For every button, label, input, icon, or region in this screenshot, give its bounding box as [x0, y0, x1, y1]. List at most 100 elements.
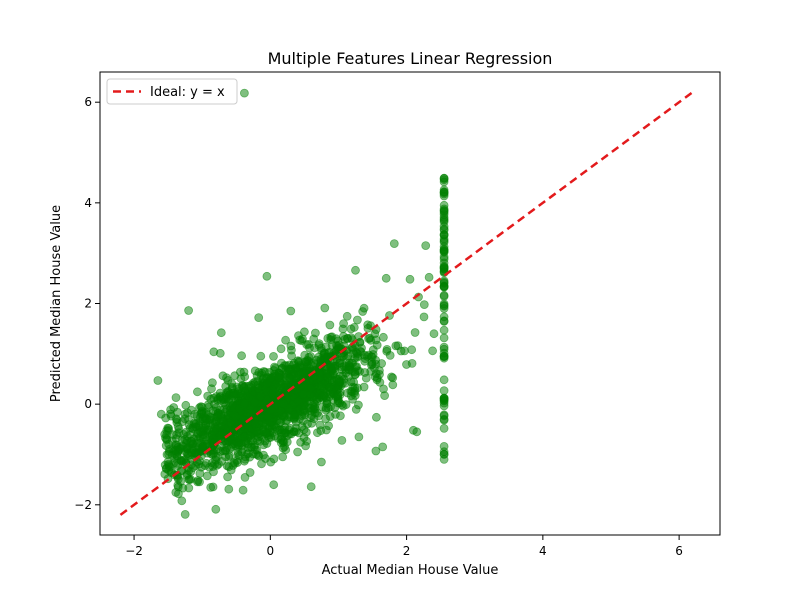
scatter-point	[299, 425, 309, 435]
scatter-point	[257, 459, 266, 469]
scatter-point	[371, 412, 381, 422]
scatter-point	[206, 449, 216, 459]
scatter-point	[186, 438, 195, 448]
scatter-point	[412, 427, 422, 437]
scatter-point	[323, 372, 332, 382]
scatter-point	[359, 382, 369, 392]
scatter-point	[227, 379, 237, 388]
scatter-point	[231, 412, 241, 422]
scatter-point	[171, 393, 181, 403]
scatter-point	[293, 396, 303, 406]
scatter-point	[259, 450, 268, 460]
scatter-point	[281, 445, 291, 455]
scatter-point	[177, 496, 187, 506]
scatter-point	[364, 334, 374, 344]
scatter-point	[182, 470, 192, 480]
scatter-point	[407, 345, 417, 355]
scatter-point	[429, 329, 439, 339]
scatter-point	[269, 480, 279, 490]
scatter-point	[291, 427, 301, 437]
scatter-point	[233, 450, 243, 460]
scatter-point	[216, 395, 226, 405]
scatter-point	[250, 398, 260, 408]
scatter-point	[286, 341, 296, 351]
y-axis: −2 0 2 4 6	[74, 95, 100, 512]
scatter-point	[378, 442, 388, 452]
x-tick-label: 4	[539, 544, 547, 558]
scatter-point	[238, 485, 248, 495]
scatter-point	[206, 482, 216, 492]
x-axis-label: Actual Median House Value	[322, 563, 499, 578]
scatter-point	[439, 173, 449, 183]
scatter-point	[305, 390, 315, 399]
scatter-point	[385, 350, 395, 360]
scatter-point	[405, 274, 415, 284]
scatter-point	[209, 347, 219, 357]
scatter-point	[304, 339, 313, 349]
scatter-point	[300, 408, 310, 418]
scatter-point	[276, 344, 286, 354]
scatter-point	[439, 386, 449, 396]
scatter-point	[340, 334, 350, 344]
scatter-point	[192, 411, 202, 421]
scatter-point	[179, 455, 189, 465]
scatter-point	[349, 322, 359, 332]
scatter-point	[196, 402, 206, 412]
scatter-point	[254, 313, 264, 323]
scatter-point	[378, 332, 388, 342]
scatter-point	[192, 387, 202, 397]
scatter-point	[324, 421, 334, 431]
y-tick-label: 2	[84, 297, 92, 311]
scatter-point	[439, 299, 449, 309]
legend-entry-ideal: Ideal: y = x	[150, 85, 225, 100]
chart-title: Multiple Features Linear Regression	[268, 49, 553, 68]
y-axis-label: Predicted Median House Value	[49, 205, 64, 402]
scatter-point	[286, 306, 296, 316]
scatter-point	[341, 400, 351, 410]
scatter-point	[252, 427, 262, 437]
scatter-point	[316, 343, 326, 353]
scatter-point	[269, 351, 278, 361]
x-tick-label: 0	[267, 544, 275, 558]
scatter-point	[296, 437, 306, 447]
scatter-point	[251, 449, 261, 459]
scatter-point	[191, 419, 200, 429]
scatter-point	[181, 400, 191, 410]
scatter-point	[153, 376, 163, 385]
scatter-point	[280, 428, 290, 438]
scatter-point	[163, 457, 173, 467]
scatter-point	[229, 458, 239, 467]
scatter-point	[439, 204, 449, 214]
scatter-point	[180, 510, 190, 519]
scatter-point	[216, 328, 226, 338]
scatter-point	[239, 88, 249, 98]
scatter-point	[439, 395, 449, 405]
scatter-point	[387, 372, 396, 382]
scatter-point	[439, 423, 449, 433]
scatter-point	[312, 428, 322, 438]
scatter-point	[439, 351, 449, 361]
scatter-point	[284, 360, 294, 370]
scatter-point	[428, 346, 438, 356]
scatter-point	[346, 391, 356, 401]
scatter-point	[162, 450, 172, 460]
scatter-point	[439, 291, 449, 301]
scatter-point	[348, 358, 358, 368]
scatter-point	[216, 431, 226, 440]
scatter-point	[233, 432, 242, 442]
scatter-point	[171, 440, 181, 450]
scatter-point	[439, 449, 449, 459]
y-tick-label: 0	[84, 397, 92, 411]
scatter-point	[421, 241, 431, 251]
scatter-point	[262, 379, 272, 388]
scatter-point	[194, 459, 204, 469]
scatter-point	[308, 401, 318, 411]
scatter-point	[289, 410, 299, 420]
scatter-point	[262, 271, 272, 281]
scatter-point	[171, 414, 181, 424]
scatter-point	[352, 315, 362, 325]
scatter-point	[320, 303, 330, 313]
scatter-point	[173, 422, 183, 431]
scatter-point	[221, 452, 231, 462]
